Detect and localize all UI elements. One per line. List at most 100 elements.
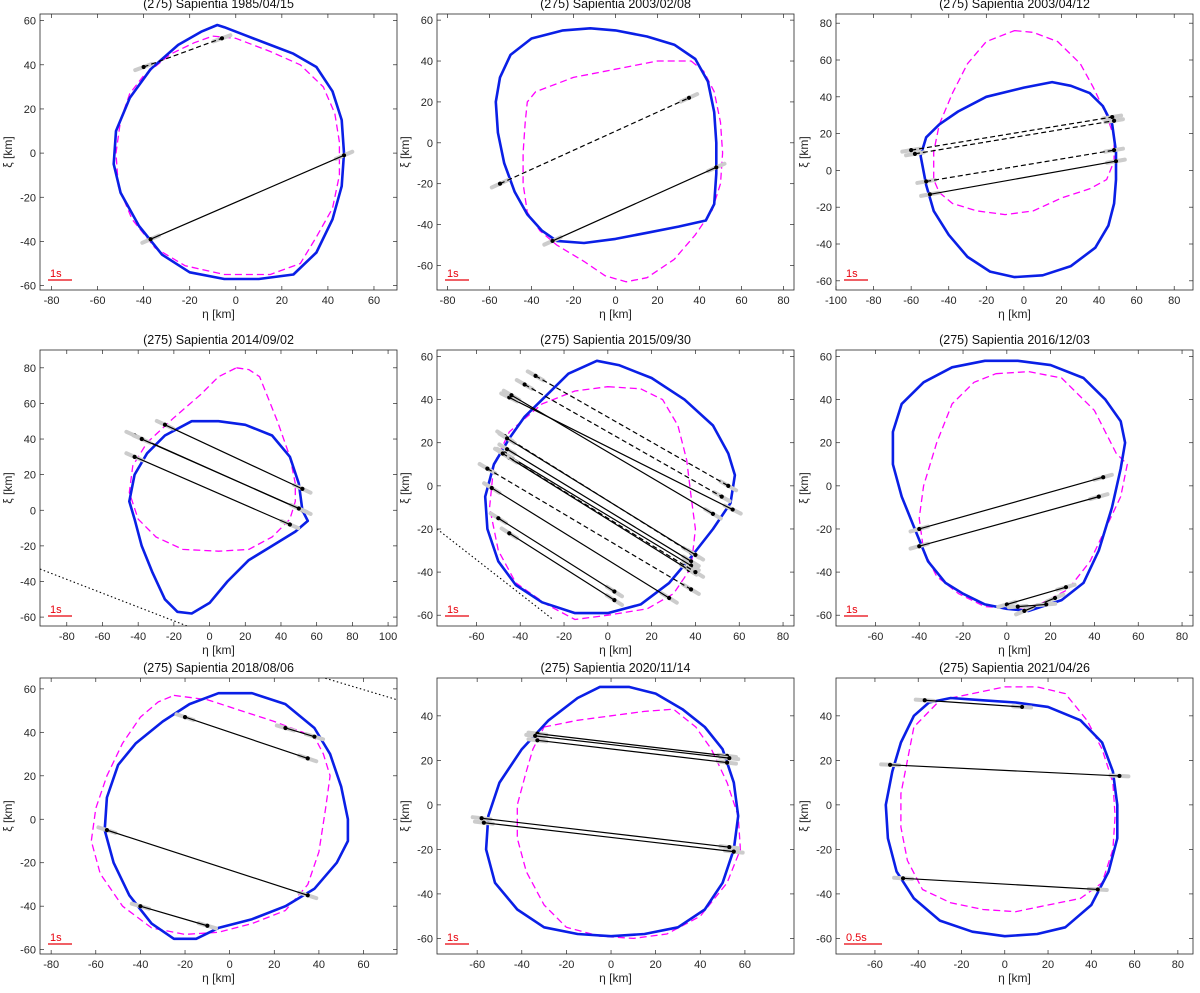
x-tick-label: 0 [608, 959, 614, 971]
y-tick-label: -20 [816, 202, 832, 214]
x-tick-label: 60 [311, 631, 323, 643]
time-scale-bar: 1s [48, 268, 72, 281]
fitted-profile-outline [494, 26, 718, 245]
chord [919, 157, 1127, 198]
time-scale-label: 1s [447, 932, 459, 944]
y-tick-label: -40 [816, 567, 832, 579]
chord-line [481, 817, 730, 848]
chord-endpoint [104, 828, 110, 833]
x-tick-label: 60 [1132, 631, 1144, 643]
y-tick-label: -40 [20, 236, 36, 248]
y-tick-label: 20 [820, 755, 832, 767]
time-scale-bar: 1s [445, 604, 469, 617]
y-tick-label: -20 [816, 844, 832, 856]
chord-endpoint [305, 893, 310, 898]
occultation-chart: (275) Sapientia 2014/09/02 -80 -60 -40 -20 0 2… [1, 333, 398, 657]
y-tick-label: -40 [417, 889, 433, 901]
y-tick-label: -40 [417, 220, 433, 232]
x-tick-label: -20 [556, 631, 572, 643]
occultation-chart: (275) Sapientia 2021/04/26 -60 -40 -20 0 20 40… [797, 661, 1194, 985]
panel-title: (275) Sapientia 2018/08/06 [143, 661, 294, 675]
chord-line [911, 116, 1113, 151]
axes-box [835, 349, 1194, 627]
chord-line [926, 149, 1115, 183]
x-tick-label: 80 [1172, 959, 1184, 971]
time-scale-label: 1s [50, 268, 62, 280]
chord-endpoint [305, 756, 310, 761]
y-tick-label: 40 [421, 56, 433, 68]
x-tick-label: 0 [227, 959, 233, 971]
axes-box [835, 677, 1194, 955]
chord [514, 378, 732, 504]
y-tick-label: 20 [421, 755, 433, 767]
model-profile-outline [933, 29, 1115, 216]
chord [1006, 601, 1058, 610]
x-tick-label: 80 [1168, 295, 1180, 307]
x-tick-label: 60 [1131, 295, 1143, 307]
chord-line [535, 735, 730, 759]
chord [524, 732, 741, 762]
y-tick-label: 60 [24, 398, 36, 410]
y-tick-label: 0 [826, 800, 832, 812]
chord-line [506, 437, 696, 556]
y-tick-label: -60 [20, 945, 36, 957]
model-profile-outline [128, 367, 296, 552]
chord-line [1017, 603, 1047, 608]
y-tick-label: -20 [20, 541, 36, 553]
chord-endpoint [1117, 773, 1122, 779]
chord-endpoint [300, 486, 305, 491]
time-scale-label: 1s [50, 932, 62, 944]
chord [470, 815, 741, 851]
occultation-chart: (275) Sapientia 2016/12/03 -60 -40 -20 0 20 40… [797, 333, 1194, 657]
x-tick-label: 80 [1176, 631, 1188, 643]
y-tick-label: 20 [820, 438, 832, 450]
chord [913, 697, 1034, 710]
chord-line [924, 699, 1023, 708]
model-profile-outline [115, 35, 341, 276]
model-profile-outline [516, 708, 742, 940]
chord-endpoint [533, 373, 538, 378]
occultation-panel: (275) Sapientia 2003/04/12 -100 -80 -60 -40 -… [794, 0, 1199, 322]
chord-line [537, 733, 728, 757]
x-tick-label: -100 [825, 295, 847, 307]
x-tick-label: 80 [777, 631, 789, 643]
chord-endpoint [312, 734, 317, 739]
occultation-chart: (275) Sapientia 2015/09/30 -60 -40 -20 0 20 40… [398, 333, 795, 657]
x-tick-label: 20 [650, 959, 662, 971]
y-tick-label: 80 [24, 363, 36, 375]
chord [996, 582, 1077, 609]
x-tick-label: -20 [566, 295, 582, 307]
chord-line [106, 829, 308, 896]
chord-endpoint [132, 454, 137, 459]
chord-endpoint [1044, 602, 1049, 607]
time-scale-label: 1s [846, 604, 858, 616]
x-tick-label: 40 [275, 631, 287, 643]
chord-endpoint [139, 436, 144, 442]
occultation-chart: (275) Sapientia 2020/11/14 -60 -40 -20 0 20 40… [398, 661, 795, 985]
x-tick-label: -60 [88, 959, 104, 971]
chord-endpoint [693, 552, 698, 557]
x-tick-label: 0 [1002, 959, 1008, 971]
chord-endpoint [496, 516, 501, 521]
chord [131, 433, 310, 515]
x-tick-label: -80 [44, 295, 60, 307]
chord-endpoint [138, 904, 143, 909]
chord-endpoint [550, 238, 555, 244]
y-tick-label: -60 [816, 276, 832, 288]
y-tick-label: 40 [24, 434, 36, 446]
chord [879, 762, 1131, 779]
x-tick-label: 80 [346, 631, 358, 643]
x-tick-label: 40 [689, 631, 701, 643]
x-axis-label: η [km] [998, 971, 1031, 985]
chord-endpoint [900, 876, 906, 881]
x-tick-label: -40 [136, 295, 152, 307]
x-tick-label: 40 [1088, 631, 1100, 643]
x-axis-label: η [km] [202, 643, 235, 657]
time-scale-label: 1s [447, 268, 459, 280]
x-tick-label: -40 [911, 631, 927, 643]
y-tick-label: 0 [826, 165, 832, 177]
chord [124, 451, 301, 531]
y-tick-label: -60 [816, 610, 832, 622]
y-axis-label: ξ [km] [797, 136, 811, 167]
y-tick-label: 20 [24, 771, 36, 783]
